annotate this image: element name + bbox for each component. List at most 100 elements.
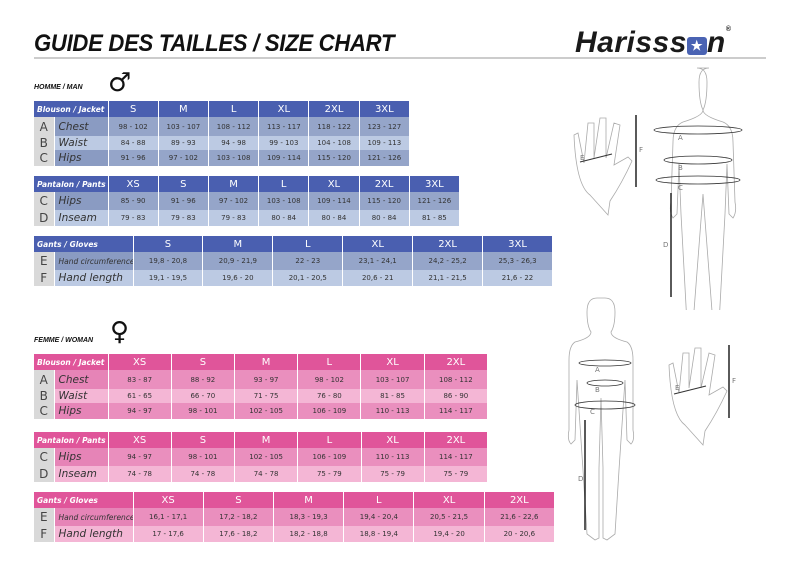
label-b-female: B bbox=[595, 386, 600, 394]
measure-label: Waist bbox=[54, 389, 109, 403]
measure-letter: A bbox=[34, 117, 55, 136]
size-header: 2XL bbox=[424, 432, 489, 448]
registered-mark: ® bbox=[725, 26, 732, 33]
size-value: 74 - 78 bbox=[171, 466, 236, 482]
table-row: F Hand length 19,1 - 19,5 19,6 - 20 20,1 - 2… bbox=[34, 270, 553, 286]
size-header: L bbox=[297, 432, 362, 448]
label-c: C bbox=[678, 184, 683, 192]
measure-letter: A bbox=[34, 370, 55, 389]
table-row: D Inseam 79 - 83 79 - 83 79 - 83 80 - 84 80 - … bbox=[34, 210, 461, 226]
label-d: D bbox=[663, 241, 668, 249]
size-value: 86 - 90 bbox=[424, 389, 489, 403]
size-header: S bbox=[203, 492, 274, 508]
size-header: XS bbox=[133, 492, 204, 508]
size-header: S bbox=[171, 354, 235, 370]
size-value: 91 - 96 bbox=[158, 192, 209, 210]
measure-label: Hand length bbox=[54, 270, 134, 286]
size-header: XS bbox=[108, 432, 172, 448]
men-gloves-table: Gants / Gloves S M L XL 2XL 3XL E Hand circumfer… bbox=[34, 236, 553, 286]
size-value: 103 - 107 bbox=[158, 117, 209, 136]
size-header: S bbox=[158, 176, 209, 192]
measure-label: Chest bbox=[54, 370, 109, 389]
size-value: 102 - 105 bbox=[234, 448, 299, 466]
table-row: A Chest 83 - 87 88 - 92 93 - 97 98 - 102 103 -… bbox=[34, 370, 489, 389]
size-value: 18,3 - 19,3 bbox=[273, 508, 345, 526]
female-body-diagram: A B C D E F bbox=[567, 297, 736, 541]
label-b: B bbox=[678, 164, 683, 172]
size-header: XS bbox=[108, 176, 159, 192]
size-value: 24,2 - 25,2 bbox=[412, 252, 484, 270]
size-value: 61 - 65 bbox=[108, 389, 172, 403]
measure-label: Chest bbox=[54, 117, 109, 136]
size-value: 79 - 83 bbox=[108, 210, 159, 226]
size-value: 97 - 102 bbox=[208, 192, 260, 210]
size-value: 79 - 83 bbox=[158, 210, 209, 226]
size-value: 18,8 - 19,4 bbox=[343, 526, 415, 542]
size-value: 98 - 102 bbox=[108, 117, 159, 136]
table-row: D Inseam 74 - 78 74 - 78 74 - 78 75 - 79 75 - … bbox=[34, 466, 489, 482]
size-value: 98 - 101 bbox=[171, 403, 235, 419]
table-row: C Hips 85 - 90 91 - 96 97 - 102 103 - 108 109 … bbox=[34, 192, 461, 210]
measure-letter: E bbox=[34, 252, 55, 270]
logo-text: Haris bbox=[575, 26, 653, 59]
size-value: 19,4 - 20 bbox=[413, 526, 485, 542]
measure-letter: D bbox=[34, 466, 55, 482]
measure-letter: E bbox=[34, 508, 55, 526]
size-header: 3XL bbox=[359, 101, 411, 117]
size-value: 84 - 88 bbox=[108, 136, 159, 150]
table-caption: Pantalon / Pants bbox=[34, 432, 109, 448]
size-value: 113 - 117 bbox=[258, 117, 310, 136]
size-header: 2XL bbox=[359, 176, 410, 192]
label-d-female: D bbox=[578, 475, 583, 483]
size-header: XL bbox=[360, 354, 425, 370]
size-value: 108 - 112 bbox=[208, 117, 260, 136]
size-value: 19,1 - 19,5 bbox=[133, 270, 204, 286]
size-header: S bbox=[133, 236, 204, 252]
female-symbol-icon: ♀ bbox=[110, 317, 130, 347]
table-row: C Hips 94 - 97 98 - 101 102 - 105 106 - 109 11… bbox=[34, 403, 489, 419]
size-header: XS bbox=[108, 354, 172, 370]
size-value: 74 - 78 bbox=[234, 466, 299, 482]
measure-label: Hips bbox=[54, 192, 109, 210]
size-header: 3XL bbox=[409, 176, 461, 192]
size-value: 25,3 - 26,3 bbox=[482, 252, 553, 270]
measure-label: Hips bbox=[54, 150, 109, 166]
size-value: 71 - 75 bbox=[234, 389, 299, 403]
size-value: 75 - 79 bbox=[361, 466, 425, 482]
size-value: 21,6 - 22 bbox=[482, 270, 553, 286]
size-value: 88 - 92 bbox=[171, 370, 235, 389]
measure-letter: C bbox=[34, 150, 55, 166]
measure-letter: B bbox=[34, 389, 55, 403]
table-caption: Gants / Gloves bbox=[34, 236, 134, 252]
measure-letter: C bbox=[34, 403, 55, 419]
size-value: 16,1 - 17,1 bbox=[133, 508, 204, 526]
label-a-female: A bbox=[595, 366, 600, 374]
size-value: 19,4 - 20,4 bbox=[343, 508, 415, 526]
size-value: 123 - 127 bbox=[359, 117, 411, 136]
size-value: 19,6 - 20 bbox=[202, 270, 274, 286]
size-header: XL bbox=[308, 176, 360, 192]
size-value: 74 - 78 bbox=[108, 466, 172, 482]
male-body-diagram: A B C D E F bbox=[573, 67, 743, 310]
size-value: 106 - 109 bbox=[297, 448, 362, 466]
size-header: 2XL bbox=[412, 236, 484, 252]
measure-label: Waist bbox=[54, 136, 109, 150]
size-value: 79 - 83 bbox=[208, 210, 260, 226]
men-pants-table: Pantalon / Pants XS S M L XL 2XL 3XL C Hips 85 - 9… bbox=[34, 176, 461, 226]
men-jacket-table: Blouson / Jacket S M L XL 2XL 3XL A Chest 98 - 10… bbox=[34, 101, 411, 166]
size-value: 83 - 87 bbox=[108, 370, 172, 389]
label-e-female: E bbox=[675, 384, 679, 392]
page-title: GUIDE DES TAILLES / SIZE CHART bbox=[34, 30, 395, 57]
size-value: 94 - 97 bbox=[108, 448, 172, 466]
size-value: 18,2 - 18,8 bbox=[273, 526, 345, 542]
size-header: M bbox=[234, 354, 299, 370]
size-value: 17 - 17,6 bbox=[133, 526, 204, 542]
size-value: 66 - 70 bbox=[171, 389, 235, 403]
measure-label: Hips bbox=[54, 448, 109, 466]
size-value: 93 - 97 bbox=[234, 370, 299, 389]
table-row: B Waist 61 - 65 66 - 70 71 - 75 76 - 80 81 - 8… bbox=[34, 389, 489, 403]
size-header: M bbox=[273, 492, 345, 508]
star-icon: ★ bbox=[686, 37, 707, 55]
table-caption: Blouson / Jacket bbox=[34, 101, 109, 117]
table-row: B Waist 84 - 88 89 - 93 94 - 98 99 - 103 104 -… bbox=[34, 136, 411, 150]
